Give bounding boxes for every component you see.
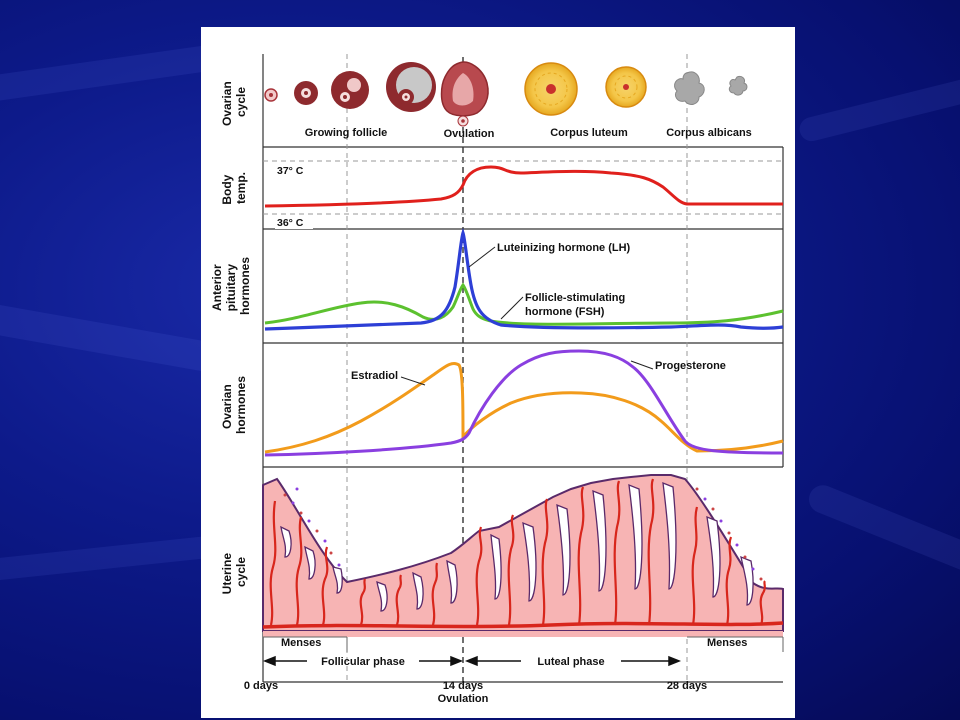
uterine-lining — [262, 474, 784, 637]
basal-vessel — [262, 621, 784, 629]
menses-box-right: Menses — [687, 636, 784, 652]
row-label-body-temp: Body temp. — [220, 171, 248, 204]
row-label-anterior-pituitary: Anterior pituitary hormones — [210, 257, 252, 315]
label-corpus-luteum: Corpus luteum — [550, 127, 628, 139]
background-streak — [0, 300, 229, 375]
label-ovulation-stage: Ovulation — [444, 128, 495, 140]
menstrual-debris — [283, 487, 763, 581]
label-growing-follicle: Growing follicle — [305, 127, 388, 139]
row-label-uterine-cycle: Uterine cycle — [220, 550, 248, 595]
follicle-3 — [331, 71, 369, 109]
progesterone-label: Progesterone — [655, 360, 726, 372]
cycle-diagram: Ovarian cycle Body temp. Anterior pituit… — [210, 54, 784, 705]
temp-low-label-bg — [275, 215, 313, 229]
estradiol-curve — [264, 361, 784, 454]
panel-borders — [262, 54, 784, 683]
menses-left-label: Menses — [281, 637, 321, 649]
myometrium-band — [263, 631, 783, 637]
temp-low-label: 36° C — [277, 217, 304, 229]
corpus-albicans-small — [728, 76, 748, 96]
progesterone-curve — [264, 349, 784, 457]
menstrual-cycle-figure: Ovarian cycle Body temp. Anterior pituit… — [201, 27, 795, 718]
corpus-luteum-large — [524, 62, 578, 116]
follicle-4 — [386, 62, 436, 112]
follicle-2 — [294, 81, 318, 105]
background-streak — [797, 71, 960, 144]
lh-label: Luteinizing hormone (LH) — [497, 242, 631, 254]
day-14-ovulation-label: Ovulation — [438, 693, 489, 705]
corpus-luteum-small — [605, 66, 647, 108]
day-28-label: 28 days — [667, 680, 707, 692]
background-streak — [804, 481, 960, 575]
temperature-reference-lines — [263, 160, 783, 215]
luteal-phase-arrow — [464, 655, 682, 667]
menses-box-left: Menses — [263, 636, 348, 652]
fsh-label-line2: hormone (FSH) — [525, 306, 605, 318]
fsh-curve — [264, 282, 784, 326]
luteal-phase-label: Luteal phase — [537, 656, 604, 668]
follicular-phase-arrow — [262, 655, 464, 667]
estradiol-pointer — [400, 376, 426, 386]
spiral-arteries — [269, 478, 766, 626]
endometrial-glands — [280, 481, 754, 612]
lh-pointer — [468, 246, 496, 268]
follicular-phase-label: Follicular phase — [321, 656, 405, 668]
temperature-curve — [264, 165, 783, 208]
progesterone-pointer — [630, 360, 654, 370]
day-14-label: 14 days — [443, 680, 483, 692]
background-streak — [0, 534, 220, 582]
row-label-ovarian-cycle: Ovarian cycle — [220, 78, 248, 126]
ovarian-illustrations — [264, 61, 748, 127]
lh-curve — [264, 227, 784, 331]
row-label-ovarian-hormones: Ovarian hormones — [220, 376, 248, 434]
follicle-1 — [264, 88, 278, 102]
label-corpus-albicans: Corpus albicans — [666, 127, 752, 139]
day-0-label: 0 days — [244, 680, 278, 692]
menses-right-label: Menses — [707, 637, 747, 649]
fsh-pointer — [500, 296, 524, 320]
corpus-albicans-large — [674, 71, 705, 105]
estradiol-label: Estradiol — [351, 370, 398, 382]
temp-high-label-bg — [275, 163, 313, 177]
temp-high-label: 37° C — [277, 165, 304, 177]
fsh-label-line1: Follicle-stimulating — [525, 292, 625, 304]
ovulating-follicle — [440, 61, 489, 127]
